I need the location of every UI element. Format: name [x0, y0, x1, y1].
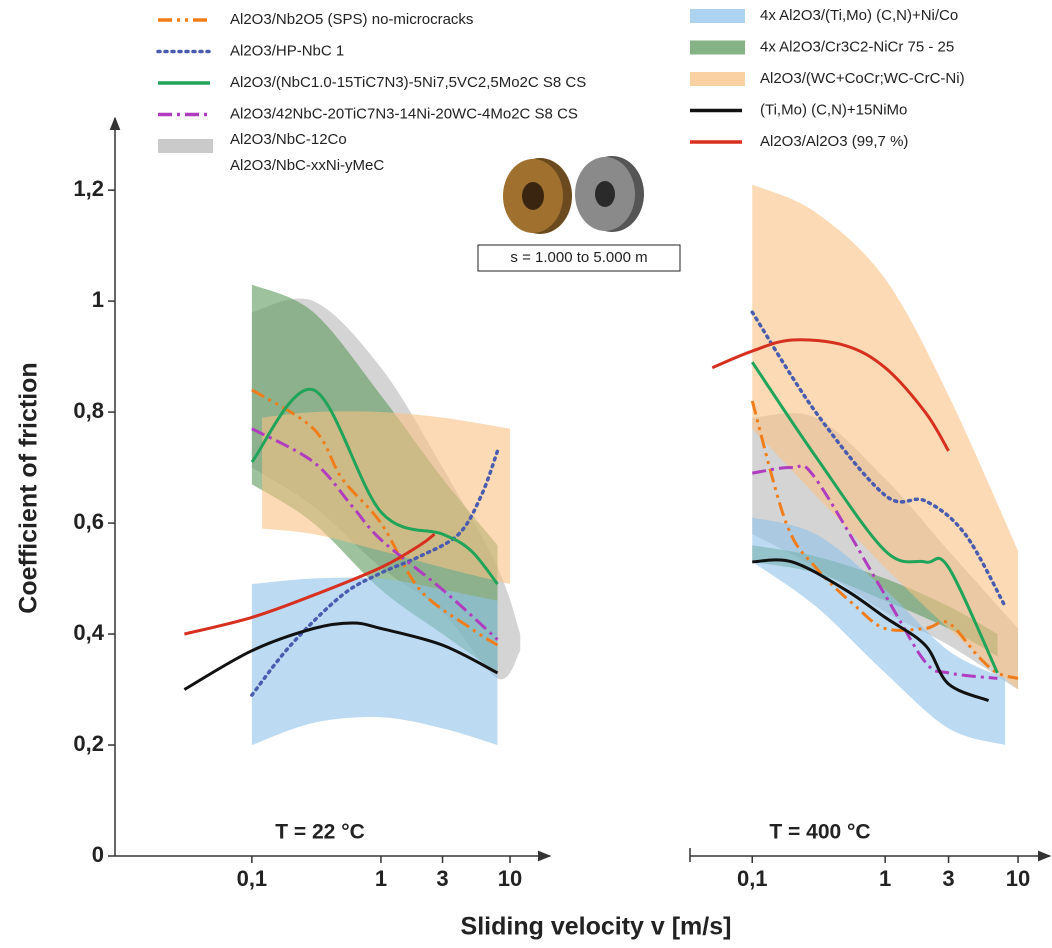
series-line: [183, 621, 499, 691]
band: [752, 517, 1006, 746]
series-line: [752, 464, 998, 680]
annotation-box: [477, 244, 681, 272]
x-tick-label: 1: [375, 866, 387, 891]
band: [752, 184, 1019, 690]
legend-swatch: [158, 139, 213, 153]
series-line: [711, 338, 950, 452]
series-line: [251, 388, 499, 647]
y-tick-label: 0,4: [73, 620, 104, 645]
legend-swatch: [690, 40, 745, 55]
y-tick-label: 0: [92, 842, 104, 867]
legend-label: Al2O3/NbC-12Co: [230, 131, 347, 148]
y-tick-label: 1,2: [73, 176, 104, 201]
legend-label: Al2O3/HP-NbC 1: [230, 42, 344, 59]
x-tick-label: 10: [1006, 866, 1030, 891]
legend: Al2O3/Nb2O5 (SPS) no-microcracks Al2O3/HP…: [156, 7, 965, 174]
series-line: [750, 400, 1019, 680]
legend-label: Al2O3/Nb2O5 (SPS) no-microcracks: [230, 11, 473, 28]
lines: [183, 310, 1019, 703]
y-tick-label: 0,2: [73, 731, 104, 756]
x-tick-label: 0,1: [737, 866, 768, 891]
legend-label: Al2O3/(WC+CoCr;WC-CrC-Ni): [760, 70, 965, 87]
band: [251, 577, 498, 746]
x-tick-label: 3: [942, 866, 954, 891]
y-tick-label: 1: [92, 287, 104, 312]
series-line: [752, 558, 990, 703]
axes: 0 0,2 0,4 0,6 0,8 1 1,2 0,1 1 3 10 T = 22 °C 0,1 1 3 10…: [73, 116, 1052, 891]
legend-label: Al2O3/42NbC-20TiC7N3-14Ni-20WC-4Mo2C S8 …: [230, 105, 578, 122]
series-line: [251, 427, 499, 641]
annotation: s = 1.000 to 5.000 m: [510, 249, 647, 266]
panel-title: T = 22 °C: [275, 821, 365, 844]
legend-label: 4x Al2O3/Cr3C2-NiCr 75 - 25: [760, 38, 954, 55]
series-line: [250, 387, 499, 586]
x-tick-label: 10: [498, 866, 522, 891]
legend-label: Al2O3/(NbC1.0-15TiC7N3)-5Ni7,5VC2,5Mo2C …: [230, 74, 586, 91]
x-tick-label: 1: [879, 866, 891, 891]
x-tick-label: 0,1: [237, 866, 268, 891]
y-axis-label: Coefficient of friction: [15, 362, 43, 613]
x-axis-label: Sliding velocity v [m/s]: [461, 913, 732, 941]
panel-title: T = 400 °C: [769, 821, 870, 844]
legend-label: Al2O3/NbC-xxNi-yMeC: [230, 157, 384, 174]
legend-swatch: [690, 9, 745, 23]
legend-label: 4x Al2O3/(Ti,Mo) (C,N)+Ni/Co: [760, 7, 958, 24]
series-line: [751, 361, 999, 674]
legend-swatch: [690, 72, 745, 86]
ring-icon: [503, 156, 644, 234]
legend-label: Al2O3/Al2O3 (99,7 %): [760, 133, 908, 150]
series-line: [184, 532, 436, 636]
y-tick-label: 0,8: [73, 398, 104, 423]
legend-label: (Ti,Mo) (C,N)+15NiMo: [760, 101, 907, 118]
series-line: [250, 449, 500, 697]
series-line: [750, 310, 1007, 609]
y-tick-label: 0,6: [73, 509, 104, 534]
x-tick-label: 3: [436, 866, 448, 891]
